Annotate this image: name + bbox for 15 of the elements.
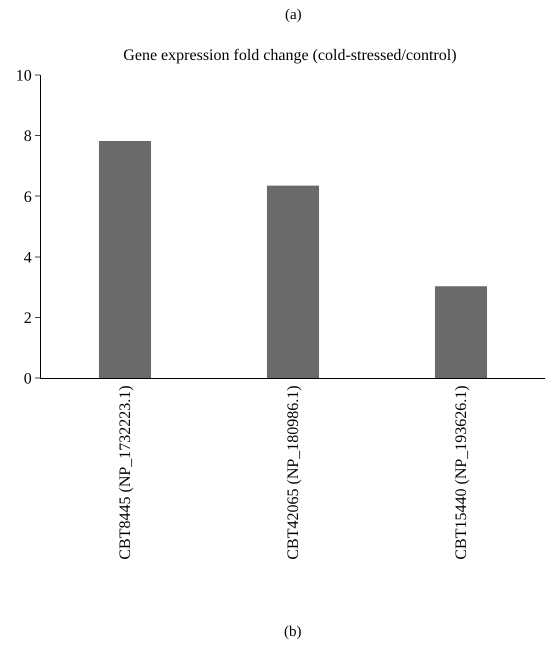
bar [98, 141, 152, 378]
y-tick-label: 8 [24, 128, 32, 146]
y-tick-label: 2 [24, 310, 32, 327]
bar [434, 286, 488, 378]
x-tick-label: CBT15440 (NP_193626.1) [453, 385, 470, 560]
chart-title: Gene expression fold change (cold-stressed/control) [123, 47, 457, 64]
bar [266, 186, 320, 378]
x-tick-label: CBT42065 (NP_180986.1) [285, 385, 302, 560]
y-tick-label: 4 [24, 249, 32, 266]
text: (b) [284, 624, 302, 640]
text: (a) [285, 7, 302, 23]
y-tick-label: 10 [16, 68, 32, 85]
y-tick-label: 6 [24, 188, 32, 206]
y-tick-label: 0 [24, 370, 32, 388]
x-tick-label: CBT8445 (NP_1732223.1) [117, 385, 134, 560]
